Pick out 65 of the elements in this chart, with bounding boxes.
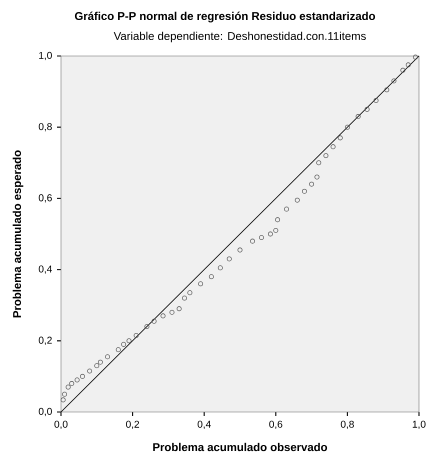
point [316, 160, 322, 166]
point [384, 87, 390, 92]
point [116, 347, 121, 352]
point [176, 306, 182, 312]
point [62, 392, 68, 397]
point [144, 324, 150, 330]
y-tick-label: 0,0 [38, 408, 52, 416]
point [268, 232, 273, 236]
point [182, 296, 187, 301]
x-tick-label: 0,4 [198, 420, 211, 429]
point [80, 374, 85, 379]
point [309, 182, 314, 187]
point [94, 363, 100, 368]
point [134, 332, 139, 338]
x-tick-label: 0,8 [340, 420, 354, 429]
point [412, 54, 418, 60]
point [160, 313, 166, 318]
point [74, 377, 80, 382]
point [187, 290, 192, 296]
x-tick-label: 0,2 [126, 420, 140, 429]
point [60, 397, 66, 402]
y-tick-label: 0,2 [38, 336, 52, 345]
point [391, 78, 396, 84]
point [170, 310, 174, 315]
point [87, 368, 92, 374]
y-tick-label: 0,4 [38, 265, 52, 274]
point [344, 124, 350, 130]
point [323, 153, 328, 158]
point [69, 381, 74, 386]
point [356, 114, 361, 119]
y-tick-label: 0,6 [38, 194, 52, 203]
point [400, 68, 406, 73]
point [208, 274, 214, 280]
point [338, 135, 343, 140]
point [330, 144, 336, 150]
point [226, 256, 232, 262]
point [284, 206, 290, 212]
point [275, 217, 280, 222]
point [218, 265, 223, 270]
point [66, 384, 71, 390]
point [273, 228, 278, 233]
point [250, 238, 255, 244]
chart-title: Gráfico P-P normal de regresión Residuo estandarizado [74, 12, 376, 22]
y-tick-label: 1,0 [39, 52, 52, 60]
point [238, 248, 242, 252]
point [121, 342, 126, 347]
point [314, 174, 320, 180]
point [294, 198, 300, 203]
x-tick-label: 0,6 [269, 420, 282, 429]
point [259, 235, 264, 240]
x-tick-label: 0,0 [54, 420, 68, 429]
point [198, 281, 204, 286]
point [126, 338, 132, 344]
point [406, 62, 411, 68]
y-tick-label: 0,8 [38, 123, 52, 132]
y-axis-title: Problema acumulado esperado [12, 150, 24, 318]
point [302, 188, 307, 194]
point [98, 360, 103, 365]
chart-subtitle: Variable dependiente: Deshonestidad.con.11items [114, 32, 366, 42]
point [364, 106, 370, 112]
point [105, 354, 110, 360]
point [152, 318, 157, 324]
x-tick-label: 1,0 [412, 420, 426, 429]
point [374, 98, 379, 103]
x-axis-title: Problema acumulado observado [153, 442, 328, 452]
